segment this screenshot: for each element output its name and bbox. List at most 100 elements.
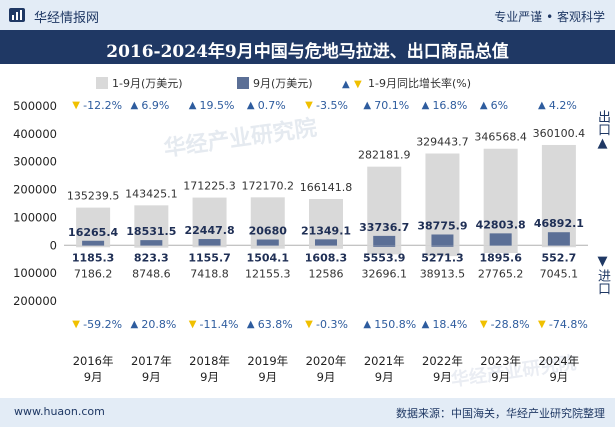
- import-growth-label: -0.3%: [316, 318, 348, 331]
- up-arrow-icon: ▲: [595, 136, 610, 151]
- import-growth-down-icon: ▼: [189, 319, 197, 330]
- import-month-bar: [198, 245, 221, 246]
- import-cum-bar: [367, 245, 402, 255]
- import-cum-bar: [483, 245, 518, 254]
- x-tick-label-month: 9月: [375, 370, 394, 384]
- import-month-bar: [373, 245, 396, 247]
- export-growth-label: 6%: [491, 99, 508, 112]
- export-cum-label: 282181.9: [358, 149, 411, 162]
- export-growth-label: 19.5%: [200, 99, 235, 112]
- import-month-bar: [256, 245, 279, 246]
- legend-swatch-cumulative: [96, 77, 108, 89]
- export-cum-bar: [309, 199, 343, 246]
- export-growth-up-icon: ▲: [363, 100, 371, 111]
- import-month-bar: [315, 245, 337, 246]
- export-month-label: 18531.5: [126, 225, 176, 238]
- import-cum-label: 7418.8: [190, 267, 229, 280]
- import-cum-label: 38913.5: [420, 267, 466, 280]
- import-month-label: 1155.7: [188, 251, 230, 264]
- export-growth-down-icon: ▼: [305, 100, 313, 111]
- import-cum-bar: [76, 245, 111, 248]
- import-cum-label: 8748.6: [132, 267, 171, 280]
- export-growth-up-icon: ▲: [189, 100, 197, 111]
- x-tick-label-month: 9月: [549, 370, 568, 384]
- export-month-bar: [489, 233, 512, 246]
- export-growth-up-icon: ▲: [480, 100, 488, 111]
- import-growth-label: 18.4%: [432, 318, 467, 331]
- import-month-label: 5553.9: [363, 251, 405, 264]
- import-growth-label: -59.2%: [83, 318, 122, 331]
- import-growth-label: 150.8%: [374, 318, 416, 331]
- x-tick-label-year: 2018年: [189, 354, 230, 368]
- x-tick-label-month: 9月: [142, 370, 161, 384]
- export-growth-up-icon: ▲: [130, 100, 138, 111]
- export-cum-bar: [134, 205, 169, 246]
- export-month-label: 20680: [249, 225, 288, 238]
- import-month-label: 1608.3: [305, 251, 347, 264]
- import-month-label: 1504.1: [247, 251, 289, 264]
- export-cum-bar: [541, 144, 576, 246]
- import-month-bar: [82, 245, 105, 246]
- export-month-label: 42803.8: [476, 218, 526, 231]
- export-cum-bar: [250, 197, 285, 246]
- export-month-bar: [140, 240, 163, 246]
- data-source: 数据来源：中国海关，华经产业研究院整理: [396, 407, 605, 420]
- import-cum-label: 32696.1: [361, 267, 407, 280]
- website-link[interactable]: www.huaon.com: [14, 405, 105, 418]
- import-growth-label: -74.8%: [549, 318, 588, 331]
- export-cum-bar: [425, 153, 460, 246]
- import-growth-up-icon: ▲: [422, 319, 430, 330]
- x-tick-label-month: 9月: [491, 370, 510, 384]
- y-tick-label: 200000: [13, 183, 57, 197]
- title-band: [0, 30, 615, 64]
- import-cum-bar: [192, 245, 227, 248]
- export-cum-label: 171225.3: [183, 180, 236, 193]
- export-cum-label: 172170.2: [242, 179, 295, 192]
- import-month-label: 552.7: [541, 251, 576, 264]
- import-growth-label: -11.4%: [200, 318, 239, 331]
- side-label-import: ▼进口: [595, 254, 610, 295]
- export-growth-label: 6.9%: [141, 99, 169, 112]
- import-cum-bar: [250, 245, 285, 249]
- import-cum-bar: [541, 245, 576, 248]
- import-cum-bar: [309, 245, 343, 249]
- import-growth-up-icon: ▲: [247, 319, 255, 330]
- export-growth-label: 16.8%: [432, 99, 467, 112]
- import-cum-label: 12155.3: [245, 267, 291, 280]
- import-cum-bar: [134, 245, 169, 248]
- export-growth-label: 4.2%: [549, 99, 577, 112]
- export-month-label: 46892.1: [534, 217, 584, 230]
- export-month-bar: [373, 235, 396, 246]
- export-month-label: 33736.7: [359, 221, 409, 234]
- export-growth-label: 70.1%: [374, 99, 409, 112]
- export-month-bar: [315, 239, 337, 246]
- x-tick-label-year: 2024年: [538, 354, 579, 368]
- legend-label-growth: 1-9月同比增长率(%): [368, 76, 471, 90]
- export-month-label: 22447.8: [185, 224, 235, 237]
- import-growth-down-icon: ▼: [305, 319, 313, 330]
- y-tick-label: 100000: [13, 266, 57, 280]
- legend-label-month: 9月(万美元): [253, 77, 313, 90]
- export-month-bar: [431, 234, 454, 246]
- import-growth-label: 20.8%: [141, 318, 176, 331]
- down-arrow-icon: ▼: [595, 254, 610, 269]
- export-month-label: 21349.1: [301, 224, 351, 237]
- export-cum-label: 166141.8: [300, 181, 353, 194]
- x-tick-label-month: 9月: [200, 370, 219, 384]
- y-tick-label: 0: [50, 238, 57, 252]
- import-month-bar: [431, 245, 454, 247]
- import-cum-bar: [425, 245, 460, 257]
- footer-band: [0, 398, 615, 427]
- export-month-bar: [256, 239, 279, 246]
- legend-swatch-month: [237, 77, 249, 89]
- export-month-label: 16265.4: [68, 226, 118, 239]
- legend-label-cumulative: 1-9月(万美元): [112, 77, 183, 90]
- y-tick-label: 500000: [13, 99, 57, 113]
- export-cum-label: 135239.5: [67, 190, 120, 203]
- import-growth-label: 63.8%: [258, 318, 293, 331]
- export-cum-bar: [367, 166, 402, 246]
- y-tick-label: 400000: [13, 127, 57, 141]
- x-tick-label-year: 2017年: [131, 354, 172, 368]
- x-tick-label-year: 2022年: [422, 354, 463, 368]
